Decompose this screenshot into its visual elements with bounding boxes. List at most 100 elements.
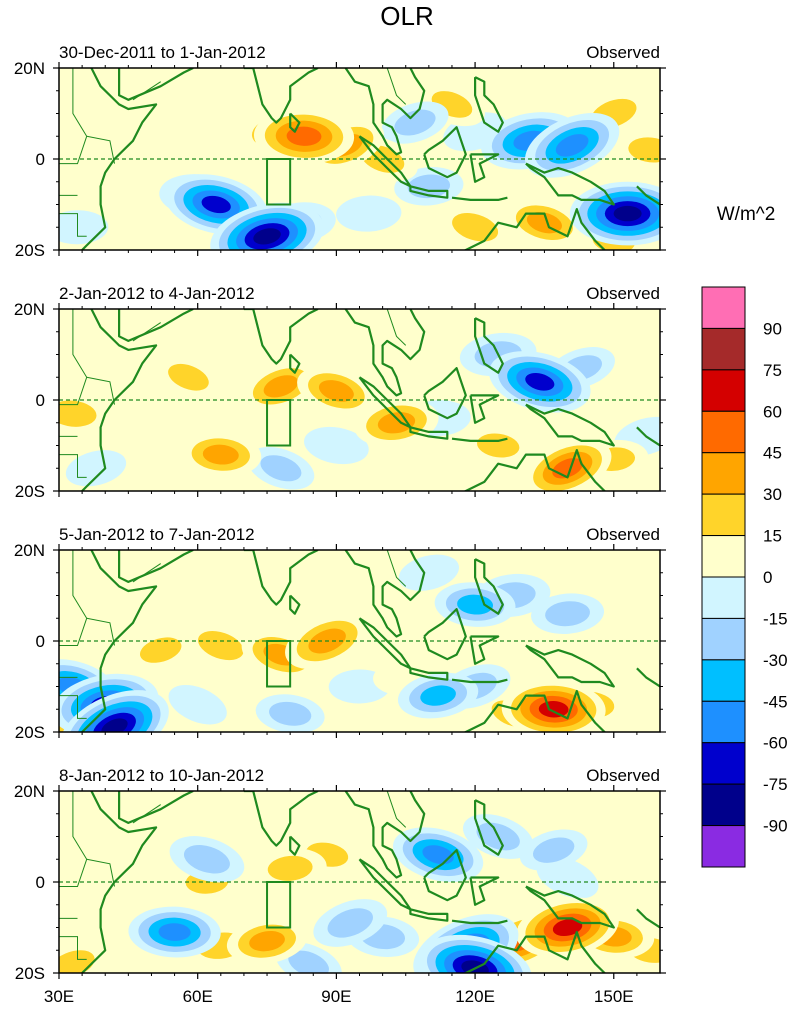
contour-level xyxy=(201,195,231,214)
contour-level xyxy=(318,380,354,402)
coastline xyxy=(409,426,449,440)
coastline xyxy=(469,153,500,183)
colorbar-level-label: -30 xyxy=(763,651,788,670)
country-border xyxy=(132,804,161,824)
x-tick-label: 60E xyxy=(183,987,213,1006)
olr-anomaly xyxy=(59,392,112,436)
country-border xyxy=(132,322,161,342)
panel-source-label: Observed xyxy=(586,766,660,785)
colorbar-bin xyxy=(701,369,746,412)
olr-anomaly xyxy=(313,899,388,947)
coastline xyxy=(117,791,194,825)
coastline xyxy=(474,558,504,615)
coastline xyxy=(81,550,158,732)
colorbar-level-label: 15 xyxy=(763,527,782,546)
coastline xyxy=(474,799,504,856)
olr-anomaly xyxy=(318,567,373,606)
olr-anomaly xyxy=(614,129,660,171)
coastline xyxy=(469,876,500,906)
olr-anomaly xyxy=(381,101,449,144)
country-border xyxy=(86,376,115,405)
coastline xyxy=(81,791,158,973)
colorbar-level-label: 45 xyxy=(763,444,782,463)
y-tick-label: 20S xyxy=(15,964,45,983)
colorbar-level-label: -45 xyxy=(763,692,788,711)
contour-level xyxy=(168,684,227,725)
coastline xyxy=(469,394,500,424)
olr-anomaly xyxy=(180,432,262,477)
contour-level xyxy=(318,567,373,606)
contour-level xyxy=(59,158,118,196)
colorbar-bin xyxy=(701,410,746,454)
contour-level xyxy=(593,578,653,613)
y-tick-label: 20N xyxy=(14,541,45,560)
olr-field xyxy=(59,68,660,250)
panel-date-range: 5-Jan-2012 to 7-Jan-2012 xyxy=(59,525,255,544)
coastline xyxy=(289,353,301,374)
coastline xyxy=(463,930,607,973)
coastline xyxy=(344,68,426,156)
coastline xyxy=(409,185,449,199)
y-tick-label: 20N xyxy=(14,59,45,78)
olr-anomaly xyxy=(489,351,591,413)
olr-anomaly xyxy=(169,836,245,883)
panel-source-label: Observed xyxy=(586,43,660,62)
colorbar-level-label: -90 xyxy=(763,817,788,836)
colorbar-units: W/m^2 xyxy=(717,204,776,225)
country-border xyxy=(327,550,328,551)
contour-level xyxy=(613,205,642,222)
contour-level xyxy=(532,837,575,863)
contour-level xyxy=(457,594,494,615)
contour-level xyxy=(452,213,499,242)
contour-level xyxy=(168,363,209,391)
x-tick-label: 90E xyxy=(321,987,351,1006)
country-border xyxy=(59,695,87,719)
coastline xyxy=(463,208,607,250)
olr-field xyxy=(59,309,660,491)
coastline xyxy=(117,309,194,342)
olr-anomaly xyxy=(523,439,612,491)
y-tick-label: 0 xyxy=(36,391,45,410)
panel-source-label: Observed xyxy=(586,284,660,303)
olr-anomaly xyxy=(336,195,402,232)
olr-anomaly xyxy=(397,672,479,719)
colorbar-bin xyxy=(701,452,746,495)
coastline xyxy=(423,848,467,902)
olr-anomaly xyxy=(297,366,376,416)
olr-anomaly xyxy=(183,621,258,670)
country-border xyxy=(327,68,328,69)
coastlines xyxy=(59,68,660,250)
colorbar-bin xyxy=(701,617,746,661)
map-panels: 20N 0 20S 30-Dec-2011 to 1-Jan-2012 Observed… xyxy=(14,43,666,1006)
coastline xyxy=(117,550,194,584)
contour-level xyxy=(552,918,583,937)
olr-anomaly xyxy=(593,578,653,613)
olr-anomaly xyxy=(437,204,513,250)
contour-level xyxy=(397,315,460,358)
coastline xyxy=(243,68,319,124)
coastline xyxy=(289,594,301,615)
country-border xyxy=(327,309,328,310)
coastline xyxy=(525,644,615,688)
contour-level xyxy=(260,455,302,482)
contour-level xyxy=(268,701,312,726)
coastline xyxy=(289,112,301,133)
contour-level xyxy=(477,433,520,458)
colorbar-bin xyxy=(701,825,746,868)
coastline xyxy=(344,309,426,397)
coastline xyxy=(344,550,426,638)
country-border xyxy=(132,563,161,583)
coastline xyxy=(289,835,301,856)
colorbar-level-label: 75 xyxy=(763,361,782,380)
contour-level xyxy=(63,85,129,124)
coastline xyxy=(81,68,158,250)
olr-anomaly xyxy=(398,554,460,591)
coastline xyxy=(451,437,508,442)
coastline xyxy=(423,607,467,661)
y-tick-label: 0 xyxy=(36,150,45,169)
coastline xyxy=(117,68,194,101)
y-tick-label: 20N xyxy=(14,782,45,801)
contour-level xyxy=(183,845,230,874)
contour-level xyxy=(327,908,373,938)
x-tick-label: 30E xyxy=(44,987,74,1006)
